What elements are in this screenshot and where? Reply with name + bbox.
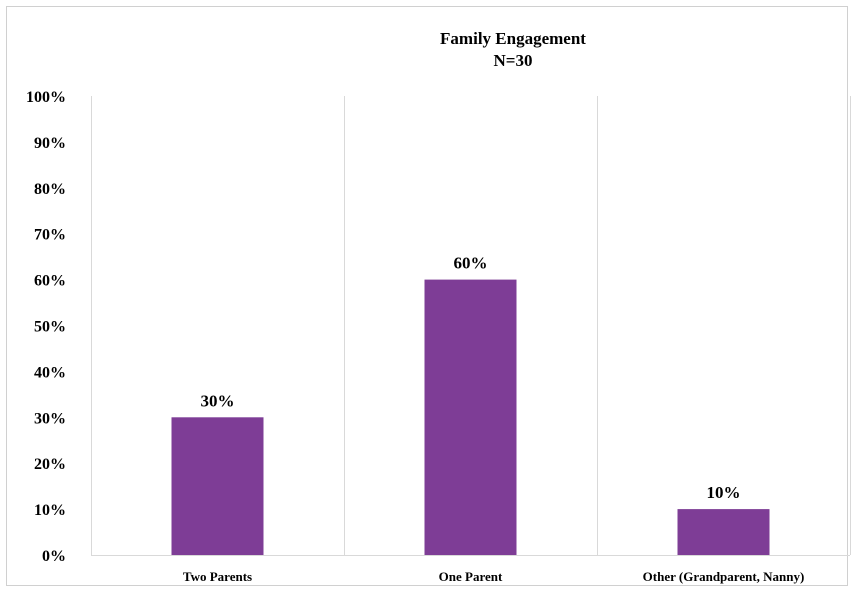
y-tick-label: 10%	[34, 502, 66, 519]
data-label: 60%	[454, 254, 488, 273]
y-axis: 0% 10% 20% 30% 40% 50% 60% 70% 80% 90% 100%	[26, 89, 66, 565]
y-tick-label: 30%	[34, 410, 66, 427]
x-axis: Two Parents One Parent Other (Grandparent,…	[183, 569, 804, 584]
bar	[677, 509, 770, 555]
y-tick-label: 70%	[34, 227, 66, 244]
y-tick-label: 40%	[34, 364, 66, 381]
gridlines	[91, 96, 851, 556]
bars	[171, 279, 770, 555]
y-tick-label: 20%	[34, 456, 66, 473]
chart-title: Family Engagement	[440, 29, 586, 48]
data-labels: 30% 60% 10%	[201, 254, 741, 503]
y-tick-label: 90%	[34, 135, 66, 152]
bar	[171, 417, 264, 555]
chart-subtitle: N=30	[494, 51, 533, 70]
y-tick-label: 100%	[26, 89, 66, 106]
y-tick-label: 50%	[34, 319, 66, 336]
data-label: 30%	[201, 391, 235, 410]
x-tick-label: Other (Grandparent, Nanny)	[643, 569, 805, 584]
y-tick-label: 60%	[34, 273, 66, 290]
x-tick-label: One Parent	[439, 569, 503, 584]
bar	[424, 279, 517, 555]
y-tick-label: 0%	[42, 548, 66, 565]
x-tick-label: Two Parents	[183, 569, 252, 584]
data-label: 10%	[707, 483, 741, 502]
y-tick-label: 80%	[34, 181, 66, 198]
